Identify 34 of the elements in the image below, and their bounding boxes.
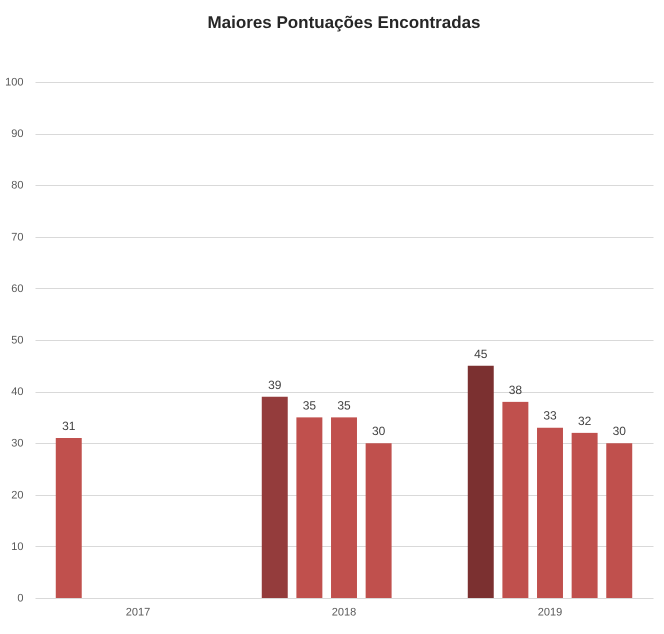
data-label: 45 [474, 346, 488, 361]
y-tick-label: 60 [11, 282, 24, 295]
data-label: 35 [337, 398, 351, 412]
data-label: 32 [578, 414, 592, 428]
y-tick-label: 100 [5, 76, 24, 88]
data-label: 39 [268, 378, 282, 392]
data-label: 30 [372, 424, 386, 438]
data-label: 35 [302, 398, 316, 412]
y-tick-label: 10 [11, 540, 24, 553]
bar [262, 396, 288, 598]
data-label: 38 [508, 382, 522, 397]
bar [537, 428, 563, 598]
data-label: 31 [62, 419, 76, 434]
x-tick-label: 2017 [126, 606, 150, 618]
bar [331, 417, 357, 598]
bar [606, 443, 632, 598]
y-tick-label: 20 [11, 489, 24, 502]
x-tick-label: 2018 [332, 606, 356, 618]
y-tick-label: 50 [11, 334, 24, 346]
y-tick-label: 70 [11, 231, 24, 244]
bar [572, 432, 598, 598]
chart-title: Maiores Pontuações Encontradas [207, 13, 481, 32]
bar [468, 366, 494, 598]
bar [502, 402, 528, 598]
bar [366, 443, 392, 598]
data-label: 33 [543, 408, 557, 423]
y-tick-label: 80 [11, 180, 24, 192]
data-label: 30 [612, 424, 626, 438]
y-tick-label: 90 [11, 128, 24, 140]
y-tick-label: 30 [11, 438, 24, 450]
x-tick-label: 2019 [538, 606, 562, 618]
y-tick-label: 40 [11, 386, 24, 398]
bar [296, 417, 322, 598]
y-tick-label: 0 [17, 592, 24, 604]
